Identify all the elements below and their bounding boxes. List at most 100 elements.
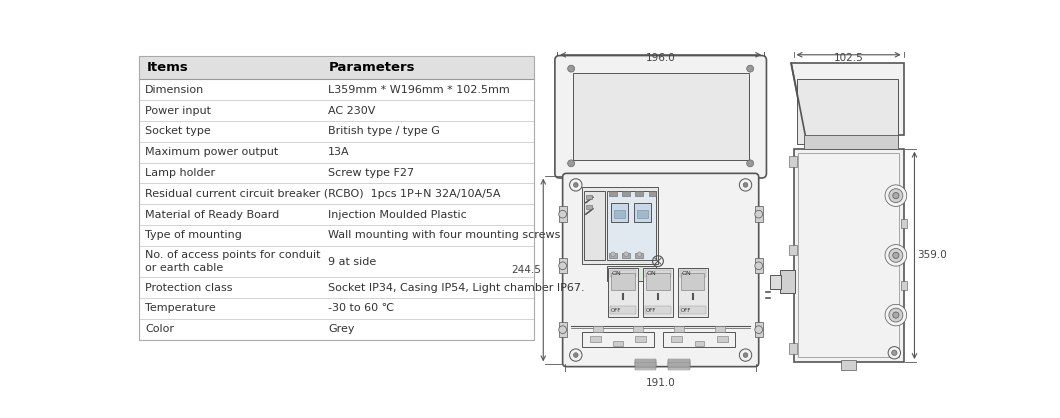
Bar <box>559 258 566 273</box>
Bar <box>794 149 903 362</box>
Text: Injection Moulded Plastic: Injection Moulded Plastic <box>329 209 467 219</box>
Text: ON: ON <box>647 271 656 276</box>
Text: OFF: OFF <box>611 308 621 313</box>
Circle shape <box>739 349 752 361</box>
Bar <box>606 266 656 281</box>
Text: 13A: 13A <box>329 147 350 157</box>
Circle shape <box>888 347 901 359</box>
Bar <box>635 360 656 368</box>
Text: L359mm * W196mm * 102.5mm: L359mm * W196mm * 102.5mm <box>329 85 510 95</box>
Bar <box>668 362 690 367</box>
Bar <box>610 270 636 277</box>
Text: Maximum power output: Maximum power output <box>145 147 278 157</box>
Bar <box>647 273 670 290</box>
Bar <box>755 206 762 222</box>
Bar <box>611 203 628 222</box>
Text: Socket type: Socket type <box>145 126 211 136</box>
Circle shape <box>885 245 906 266</box>
Circle shape <box>637 252 641 257</box>
Bar <box>649 191 656 196</box>
Bar <box>582 332 654 347</box>
Circle shape <box>743 353 748 357</box>
Text: OFF: OFF <box>646 308 656 313</box>
Bar <box>671 336 682 342</box>
Bar <box>589 336 601 342</box>
Text: -30 to 60 ℃: -30 to 60 ℃ <box>329 303 394 314</box>
Text: Dimension: Dimension <box>145 85 205 95</box>
Bar <box>610 253 617 258</box>
Text: Socket IP34, Casing IP54, Light chamber IP67.: Socket IP34, Casing IP54, Light chamber … <box>329 283 585 293</box>
Bar <box>636 253 643 258</box>
Text: 196.0: 196.0 <box>646 53 675 63</box>
Bar <box>635 359 656 370</box>
Text: British type / type G: British type / type G <box>329 126 440 136</box>
Bar <box>636 336 647 342</box>
FancyBboxPatch shape <box>563 173 759 367</box>
Text: Items: Items <box>146 61 189 74</box>
Bar <box>635 362 656 367</box>
Text: 359.0: 359.0 <box>917 250 947 260</box>
Circle shape <box>559 210 566 218</box>
Text: 9 at side: 9 at side <box>329 257 376 267</box>
Bar <box>614 210 624 218</box>
Circle shape <box>893 193 899 199</box>
Bar <box>586 205 593 209</box>
Text: Lamp holder: Lamp holder <box>145 168 215 178</box>
Circle shape <box>889 308 903 322</box>
Bar <box>633 326 643 332</box>
Circle shape <box>755 210 762 218</box>
Bar <box>789 343 797 354</box>
Bar <box>755 322 762 337</box>
Text: Parameters: Parameters <box>329 61 414 74</box>
Circle shape <box>559 326 566 334</box>
Text: Protection class: Protection class <box>145 283 232 293</box>
Polygon shape <box>791 63 903 135</box>
Bar <box>139 56 534 340</box>
Text: Power input: Power input <box>145 106 211 116</box>
Bar <box>636 191 643 196</box>
Bar <box>608 268 638 316</box>
Text: 244.5: 244.5 <box>511 265 541 275</box>
Bar <box>901 219 906 228</box>
Text: Grey: Grey <box>329 324 355 334</box>
Circle shape <box>891 350 897 355</box>
Circle shape <box>885 304 906 326</box>
Circle shape <box>893 312 899 318</box>
Text: No. of access points for conduit: No. of access points for conduit <box>145 250 320 260</box>
Circle shape <box>889 248 903 263</box>
Bar <box>779 270 795 293</box>
Bar <box>694 341 704 346</box>
FancyBboxPatch shape <box>554 56 766 178</box>
Bar <box>678 268 708 316</box>
Bar <box>789 156 797 167</box>
Bar <box>139 56 534 79</box>
Text: 102.5: 102.5 <box>834 53 864 63</box>
Circle shape <box>568 160 575 167</box>
Bar <box>614 341 622 346</box>
Circle shape <box>893 252 899 258</box>
Text: 191.0: 191.0 <box>646 378 675 388</box>
Bar <box>593 326 603 332</box>
Circle shape <box>739 179 752 191</box>
Circle shape <box>746 65 754 72</box>
Bar <box>644 270 671 277</box>
Bar <box>610 191 617 196</box>
Bar <box>771 275 781 289</box>
Text: ON: ON <box>612 271 621 276</box>
Text: Screw type F27: Screw type F27 <box>329 168 414 178</box>
Circle shape <box>569 179 582 191</box>
Text: or earth cable: or earth cable <box>145 263 224 273</box>
Circle shape <box>573 353 578 357</box>
Bar <box>610 306 636 314</box>
Bar <box>717 336 728 342</box>
Bar <box>682 273 705 290</box>
Bar <box>586 195 593 199</box>
Text: Residual current circuit breaker (RCBO)  1pcs 1P+N 32A/10A/5A: Residual current circuit breaker (RCBO) … <box>145 189 500 199</box>
Circle shape <box>611 252 615 257</box>
Circle shape <box>569 349 582 361</box>
Text: ON: ON <box>682 271 691 276</box>
Bar <box>679 270 706 277</box>
Text: AC 230V: AC 230V <box>329 106 375 116</box>
Bar <box>803 135 898 149</box>
Bar <box>584 191 605 260</box>
